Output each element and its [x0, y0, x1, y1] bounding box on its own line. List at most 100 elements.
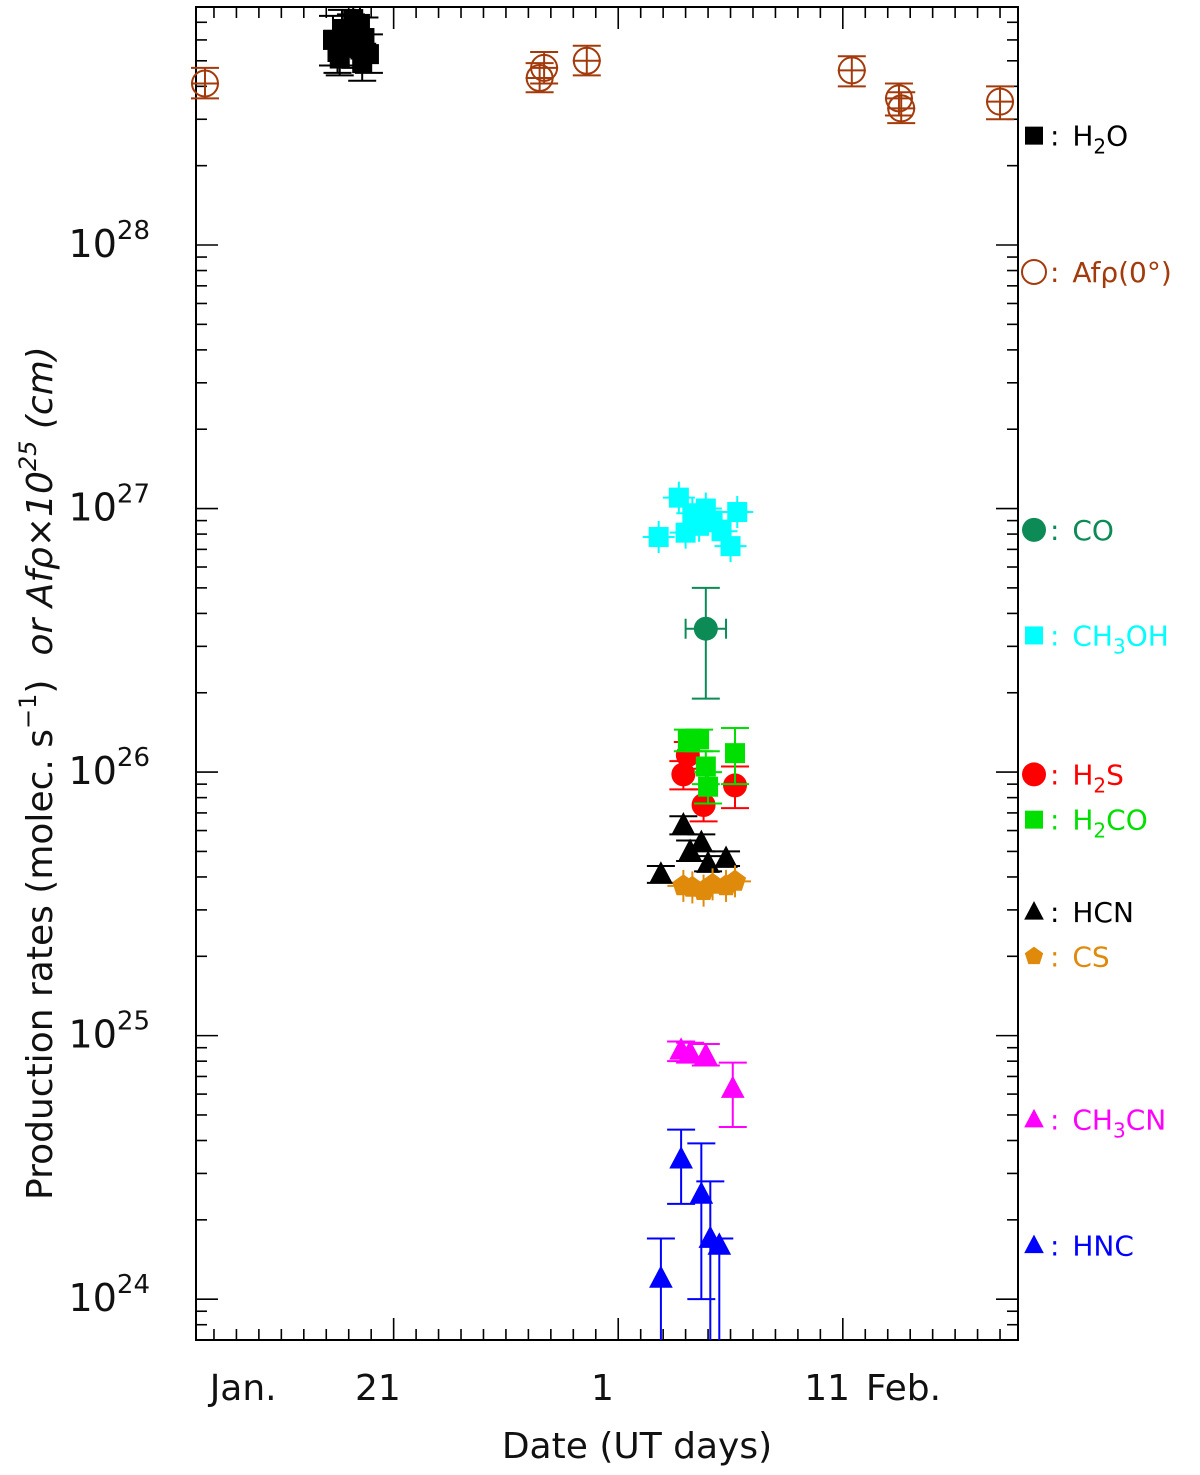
data-point [707, 1232, 732, 1255]
x-axis-label: Date (UT days) [502, 1426, 772, 1467]
legend-entry: : Afρ(0°) [1021, 256, 1172, 289]
legend-tail: S [1106, 758, 1124, 791]
data-point [720, 1075, 745, 1098]
y-tick-label-exp: 28 [117, 216, 150, 246]
legend-colon: : [1050, 256, 1068, 289]
data-point [689, 1181, 714, 1204]
legend-entry: : HCN [1024, 896, 1134, 929]
legend-tail: OH [1126, 619, 1169, 652]
legend-tail: O [1106, 120, 1128, 153]
y-tick-label-exp: 27 [117, 480, 150, 510]
legend-sub: 2 [1093, 819, 1106, 843]
legend-marker [1025, 626, 1043, 645]
legend-main: CH [1072, 619, 1113, 652]
x-tick-label: Jan. [208, 1368, 277, 1409]
y-axis-label-alt: or Afρ×10 [20, 471, 61, 655]
y-axis-label-main: Production rates (molec. s [20, 729, 61, 1200]
legend-entry: : HNC [1024, 1229, 1134, 1262]
legend-marker [1024, 1108, 1044, 1128]
data-point [695, 756, 716, 777]
legend-main: CH [1072, 1104, 1113, 1137]
y-tick-label-exp: 26 [117, 743, 150, 773]
series-cs [667, 865, 752, 907]
legend-sub: 2 [1093, 135, 1106, 159]
data-point [714, 845, 738, 868]
legend-entry: : CS [1024, 940, 1110, 973]
data-point [329, 48, 350, 69]
legend-colon: : [1050, 1229, 1068, 1262]
data-point [649, 861, 673, 884]
legend-colon: : [1050, 120, 1068, 153]
series-hnc [646, 1128, 734, 1340]
legend-label: : CS [1050, 940, 1110, 973]
series-af-0- [190, 44, 1015, 125]
y-tick-label: 1025 [69, 1007, 150, 1057]
data-point [689, 729, 710, 750]
legend-main: HCN [1072, 896, 1134, 929]
legend-colon: : [1050, 804, 1068, 837]
legend-label: : CH3OH [1050, 619, 1169, 658]
series-co [684, 586, 728, 700]
legend-marker [1024, 1234, 1044, 1254]
legend-entry: : H2S [1022, 758, 1124, 797]
series-ch3cn [667, 1037, 747, 1129]
data-point [678, 1039, 702, 1063]
legend-sub: 3 [1113, 1119, 1126, 1143]
legend-label: : HNC [1050, 1229, 1134, 1262]
legend-entry: : CH3OH [1025, 619, 1169, 658]
legend-main: H [1072, 758, 1093, 791]
y-axis-label-close: ) [20, 680, 61, 694]
data-point [669, 1146, 693, 1169]
legend-entry: : CO [1022, 514, 1114, 547]
plot-frame [195, 6, 1019, 1341]
legend-label: : H2O [1050, 120, 1128, 159]
legend-main: CS [1072, 940, 1109, 973]
data-point [689, 829, 714, 853]
x-tick-labels: Jan. 21 1 11 Feb. [208, 1368, 941, 1409]
series-h2o [319, 6, 383, 82]
x-tick-label: 1 [591, 1368, 614, 1409]
data-point [649, 1265, 673, 1288]
data-point [693, 1042, 718, 1065]
data-point [693, 616, 718, 641]
y-tick-label: 1024 [69, 1270, 150, 1320]
y-tick-label-exp: 25 [117, 1007, 150, 1037]
data-point [343, 9, 364, 30]
legend-main: CO [1072, 514, 1114, 547]
legend-marker [1022, 762, 1046, 787]
data-point [671, 812, 696, 835]
legend-colon: : [1050, 896, 1068, 929]
data-point [725, 743, 746, 764]
x-tick-label: 11 [804, 1368, 850, 1409]
series-hcn [646, 812, 741, 884]
y-tick-label-exp: 24 [117, 1270, 150, 1300]
legend-marker [1025, 810, 1043, 829]
legend-marker [1025, 126, 1043, 145]
data-point [698, 776, 719, 797]
axis-ticks [196, 6, 1018, 1341]
legend-colon: : [1050, 940, 1068, 973]
y-tick-label: 1026 [69, 743, 150, 793]
y-tick-label-base: 10 [69, 1276, 117, 1320]
data-point [691, 793, 716, 818]
legend-tail: CN [1126, 1104, 1167, 1137]
legend-entry: : CH3CN [1024, 1104, 1166, 1143]
y-tick-label-base: 10 [69, 486, 117, 530]
legend-marker [1024, 946, 1044, 965]
x-tick-label: 21 [355, 1368, 401, 1409]
data-point [723, 773, 748, 798]
data-points [190, 6, 1015, 1340]
data-point [352, 53, 373, 74]
legend-main: Afρ(0°) [1072, 256, 1171, 289]
legend-label: : Afρ(0°) [1050, 256, 1172, 289]
legend-label: : CH3CN [1050, 1104, 1166, 1143]
legend: : H2O: Afρ(0°): CO: CH3OH: H2S: H2CO: HC… [1021, 120, 1172, 1262]
y-tick-label-base: 10 [69, 749, 117, 793]
legend-colon: : [1050, 758, 1068, 791]
legend-marker [1022, 517, 1046, 542]
legend-label: : H2S [1050, 758, 1124, 797]
legend-sub: 2 [1093, 773, 1106, 797]
y-tick-label-base: 10 [69, 1013, 117, 1057]
data-point [696, 850, 720, 873]
